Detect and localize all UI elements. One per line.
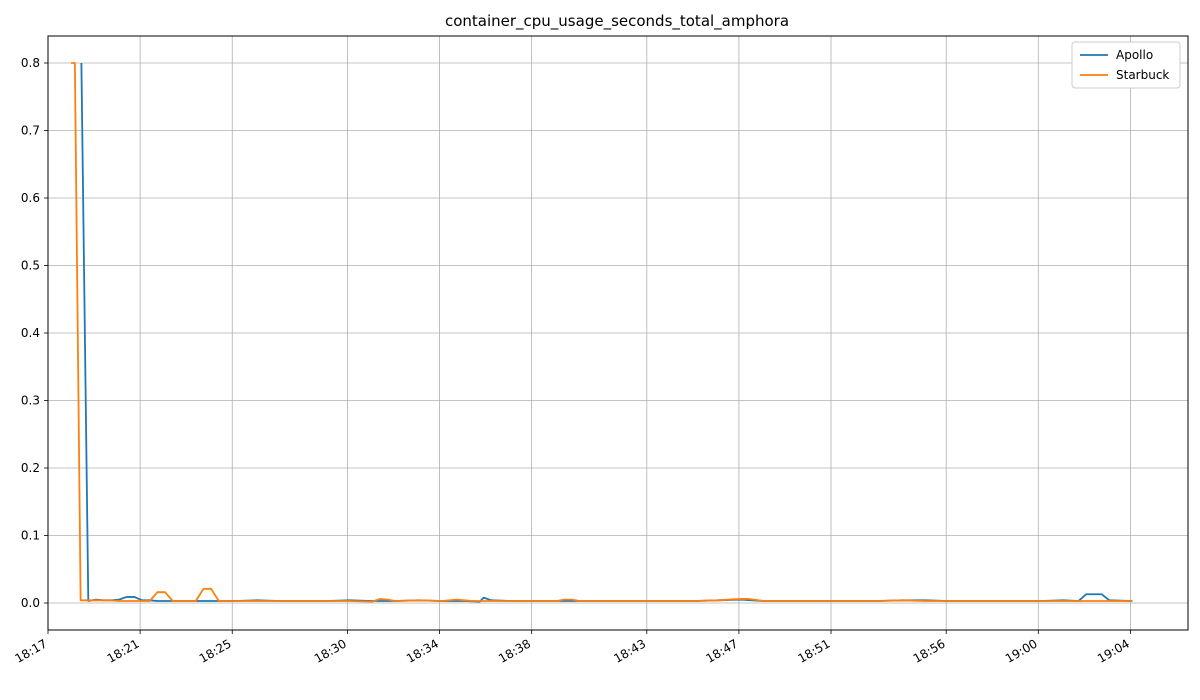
grid (47, 36, 1188, 630)
chart-title: container_cpu_usage_seconds_total_amphor… (445, 12, 789, 31)
legend-box (1071, 41, 1181, 89)
legend-label-apollo: Apollo (1116, 48, 1153, 62)
y-tick-label: 0.8 (21, 56, 40, 70)
series-lines (71, 62, 1133, 603)
legend-label-starbuck: Starbuck (1116, 68, 1169, 82)
y-tick-label: 0.5 (21, 259, 40, 273)
y-tick-label: 0.6 (21, 191, 40, 205)
y-tick-label: 0.0 (21, 596, 40, 610)
legend: Apollo Starbuck (1071, 41, 1181, 89)
y-tick-label: 0.2 (21, 461, 40, 475)
y-tick-label: 0.4 (21, 326, 40, 340)
y-tick-label: 0.1 (21, 529, 40, 543)
series-line-starbuck (71, 62, 1133, 603)
y-tick-label: 0.3 (21, 394, 40, 408)
y-tick-label: 0.7 (21, 124, 40, 138)
